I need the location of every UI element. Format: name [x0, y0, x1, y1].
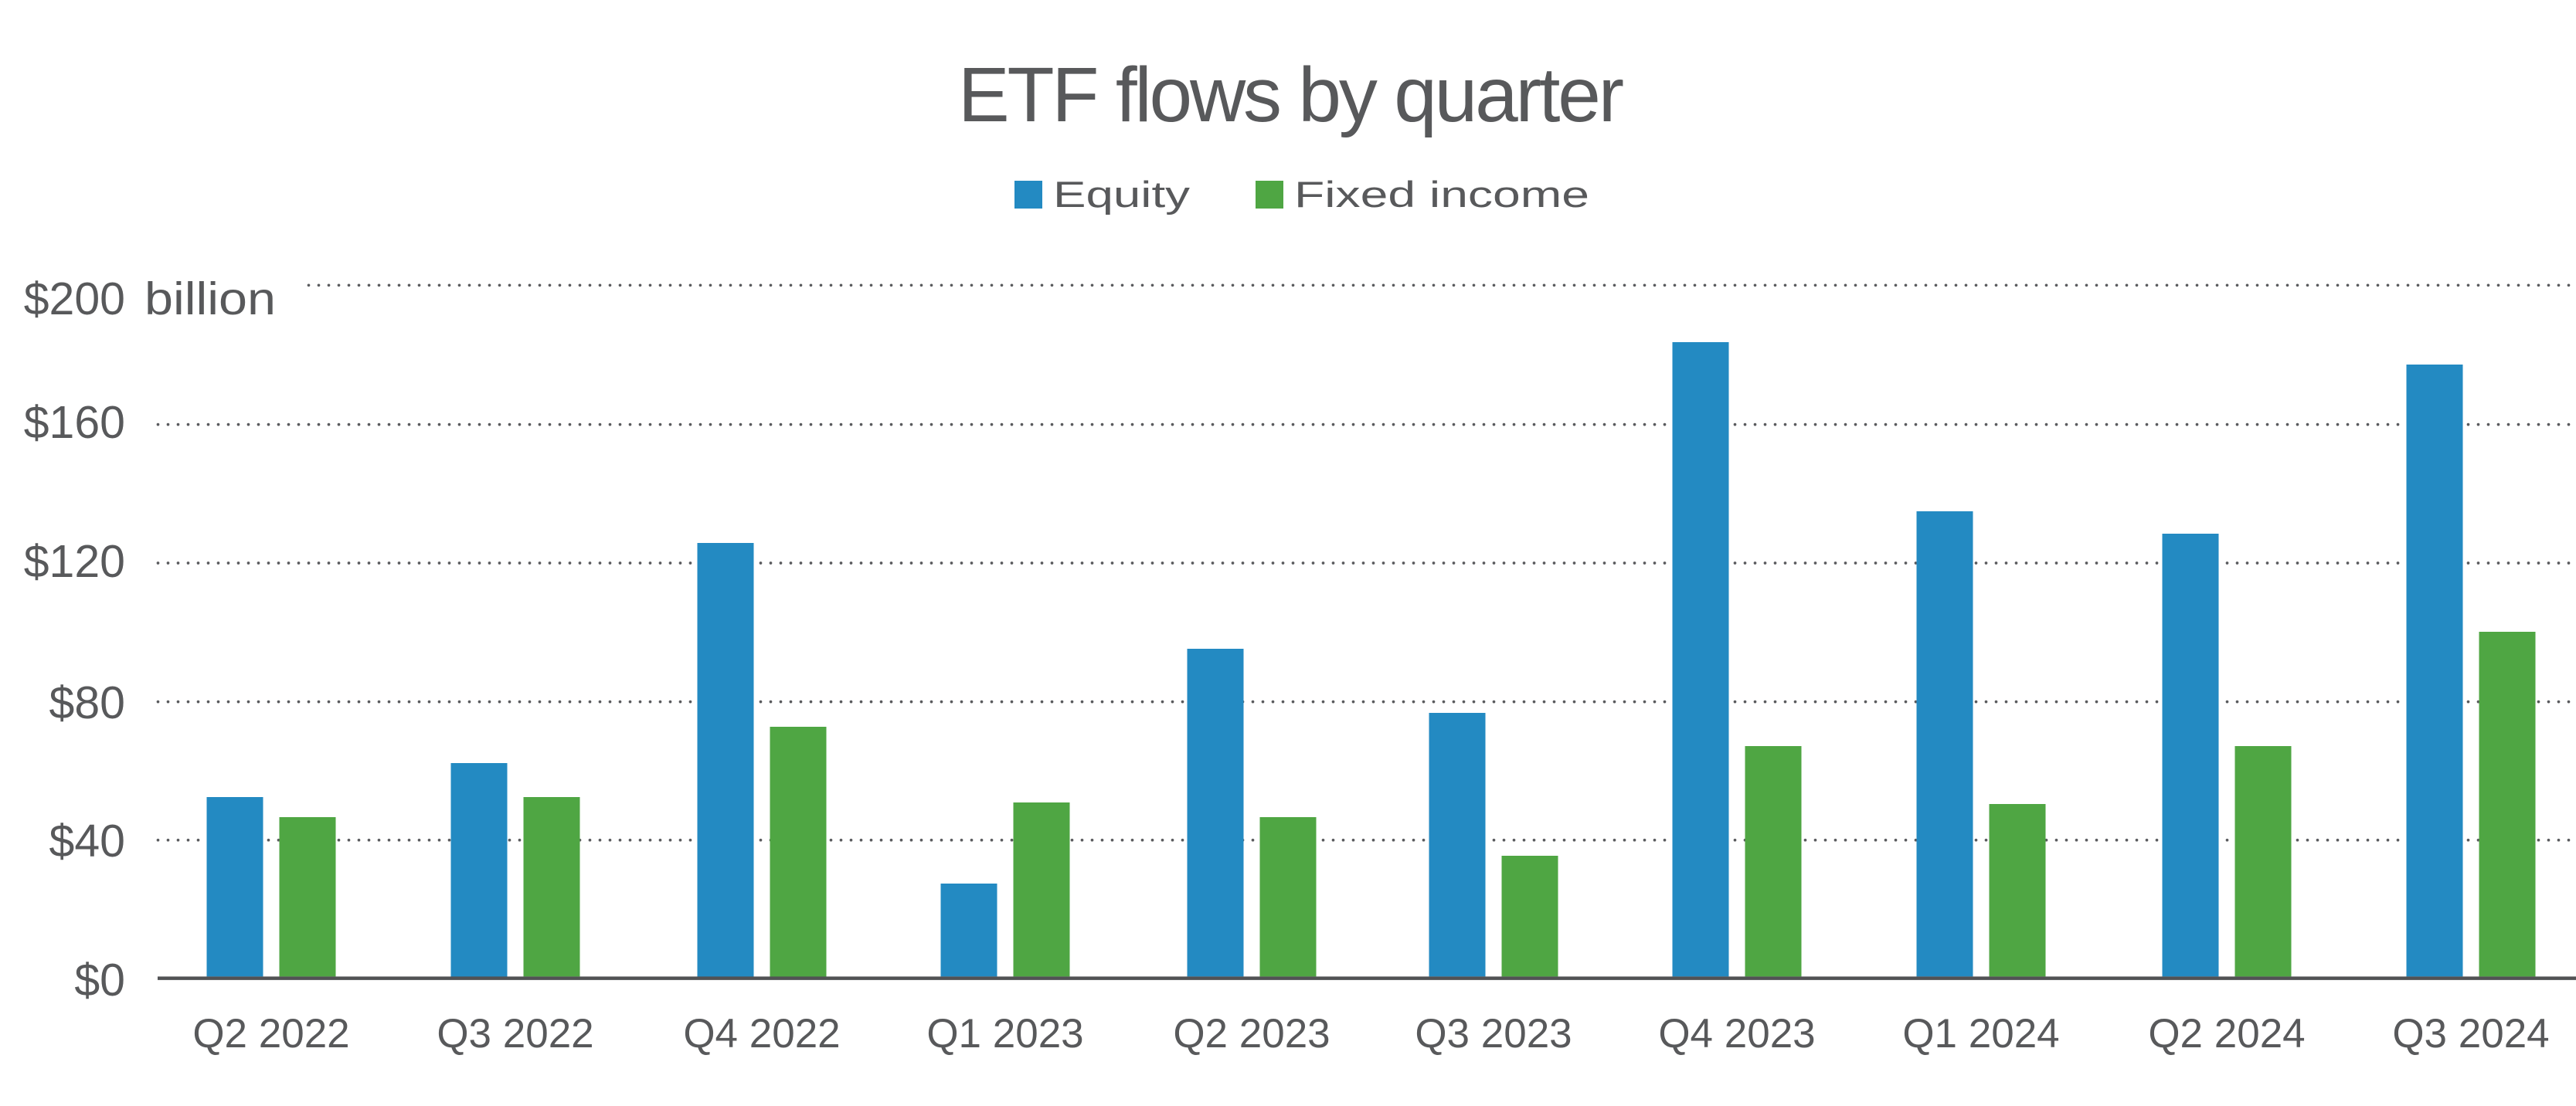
svg-text:Q4 2023: Q4 2023	[1658, 1011, 1815, 1057]
svg-text:Q1 2023: Q1 2023	[926, 1011, 1083, 1057]
svg-text:Equity: Equity	[1053, 174, 1191, 215]
svg-text:$120: $120	[24, 536, 125, 587]
svg-text:Fixed income: Fixed income	[1294, 174, 1589, 215]
svg-text:Q3 2022: Q3 2022	[437, 1011, 593, 1057]
svg-text:Q2 2023: Q2 2023	[1173, 1011, 1330, 1057]
svg-text:Q4 2022: Q4 2022	[683, 1011, 840, 1057]
svg-text:$80: $80	[49, 677, 125, 728]
svg-text:Q2 2024: Q2 2024	[2148, 1011, 2305, 1057]
svg-text:ETF flows by quarter: ETF flows by quarter	[958, 52, 1624, 138]
svg-text:billion: billion	[144, 273, 276, 324]
svg-text:$200: $200	[24, 273, 125, 324]
svg-text:Q1 2024: Q1 2024	[1902, 1011, 2059, 1057]
svg-text:Q2 2022: Q2 2022	[192, 1011, 349, 1057]
svg-text:$40: $40	[49, 816, 125, 867]
svg-text:$0: $0	[74, 955, 125, 1006]
svg-text:Q3 2023: Q3 2023	[1415, 1011, 1572, 1057]
svg-text:$160: $160	[24, 397, 125, 448]
svg-text:Q3 2024: Q3 2024	[2392, 1011, 2549, 1057]
